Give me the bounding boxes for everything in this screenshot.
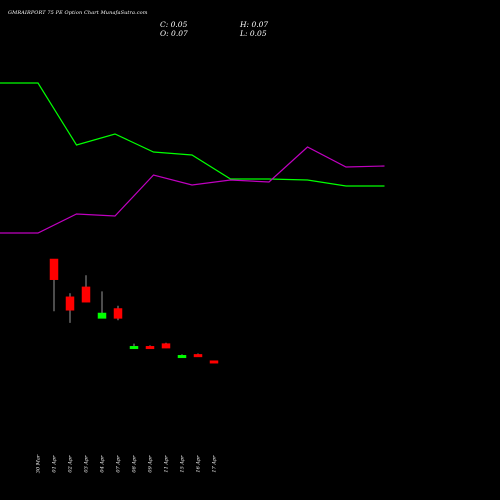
candle-body xyxy=(193,354,203,358)
candle-body xyxy=(145,346,155,350)
close-readout: C: 0.05 xyxy=(160,20,188,29)
x-tick-label: 15 Apr xyxy=(180,455,186,473)
candle-body xyxy=(97,312,107,319)
candle-body xyxy=(49,258,59,280)
open-readout: O: 0.07 xyxy=(160,29,188,38)
x-tick-label: 30 Mar xyxy=(36,454,42,473)
x-tick-label: 08 Apr xyxy=(132,455,138,473)
x-tick-label: 17 Apr xyxy=(212,455,218,473)
candle-body xyxy=(65,296,75,311)
x-tick-label: 11 Apr xyxy=(164,455,170,473)
x-tick-label: 09 Apr xyxy=(148,455,154,473)
x-tick-label: 07 Apr xyxy=(116,455,122,473)
magenta-indicator-line xyxy=(0,146,385,234)
candle-body xyxy=(129,346,139,350)
candle-body xyxy=(209,360,219,364)
green-indicator-line xyxy=(0,82,385,187)
x-tick-label: 16 Apr xyxy=(196,455,202,473)
x-tick-label: 04 Apr xyxy=(100,455,106,473)
candle-body xyxy=(161,343,171,349)
candle-body xyxy=(113,308,123,319)
x-tick-label: 01 Apr xyxy=(52,455,58,473)
x-tick-label: 03 Apr xyxy=(84,455,90,473)
chart-title: GMRAIRPORT 75 PE Option Chart MunafaSutr… xyxy=(8,10,148,16)
candle-body xyxy=(81,286,91,303)
candle-body xyxy=(177,355,187,359)
low-readout: L: 0.05 xyxy=(240,29,267,38)
high-readout: H: 0.07 xyxy=(240,20,269,29)
x-tick-label: 02 Apr xyxy=(68,455,74,473)
